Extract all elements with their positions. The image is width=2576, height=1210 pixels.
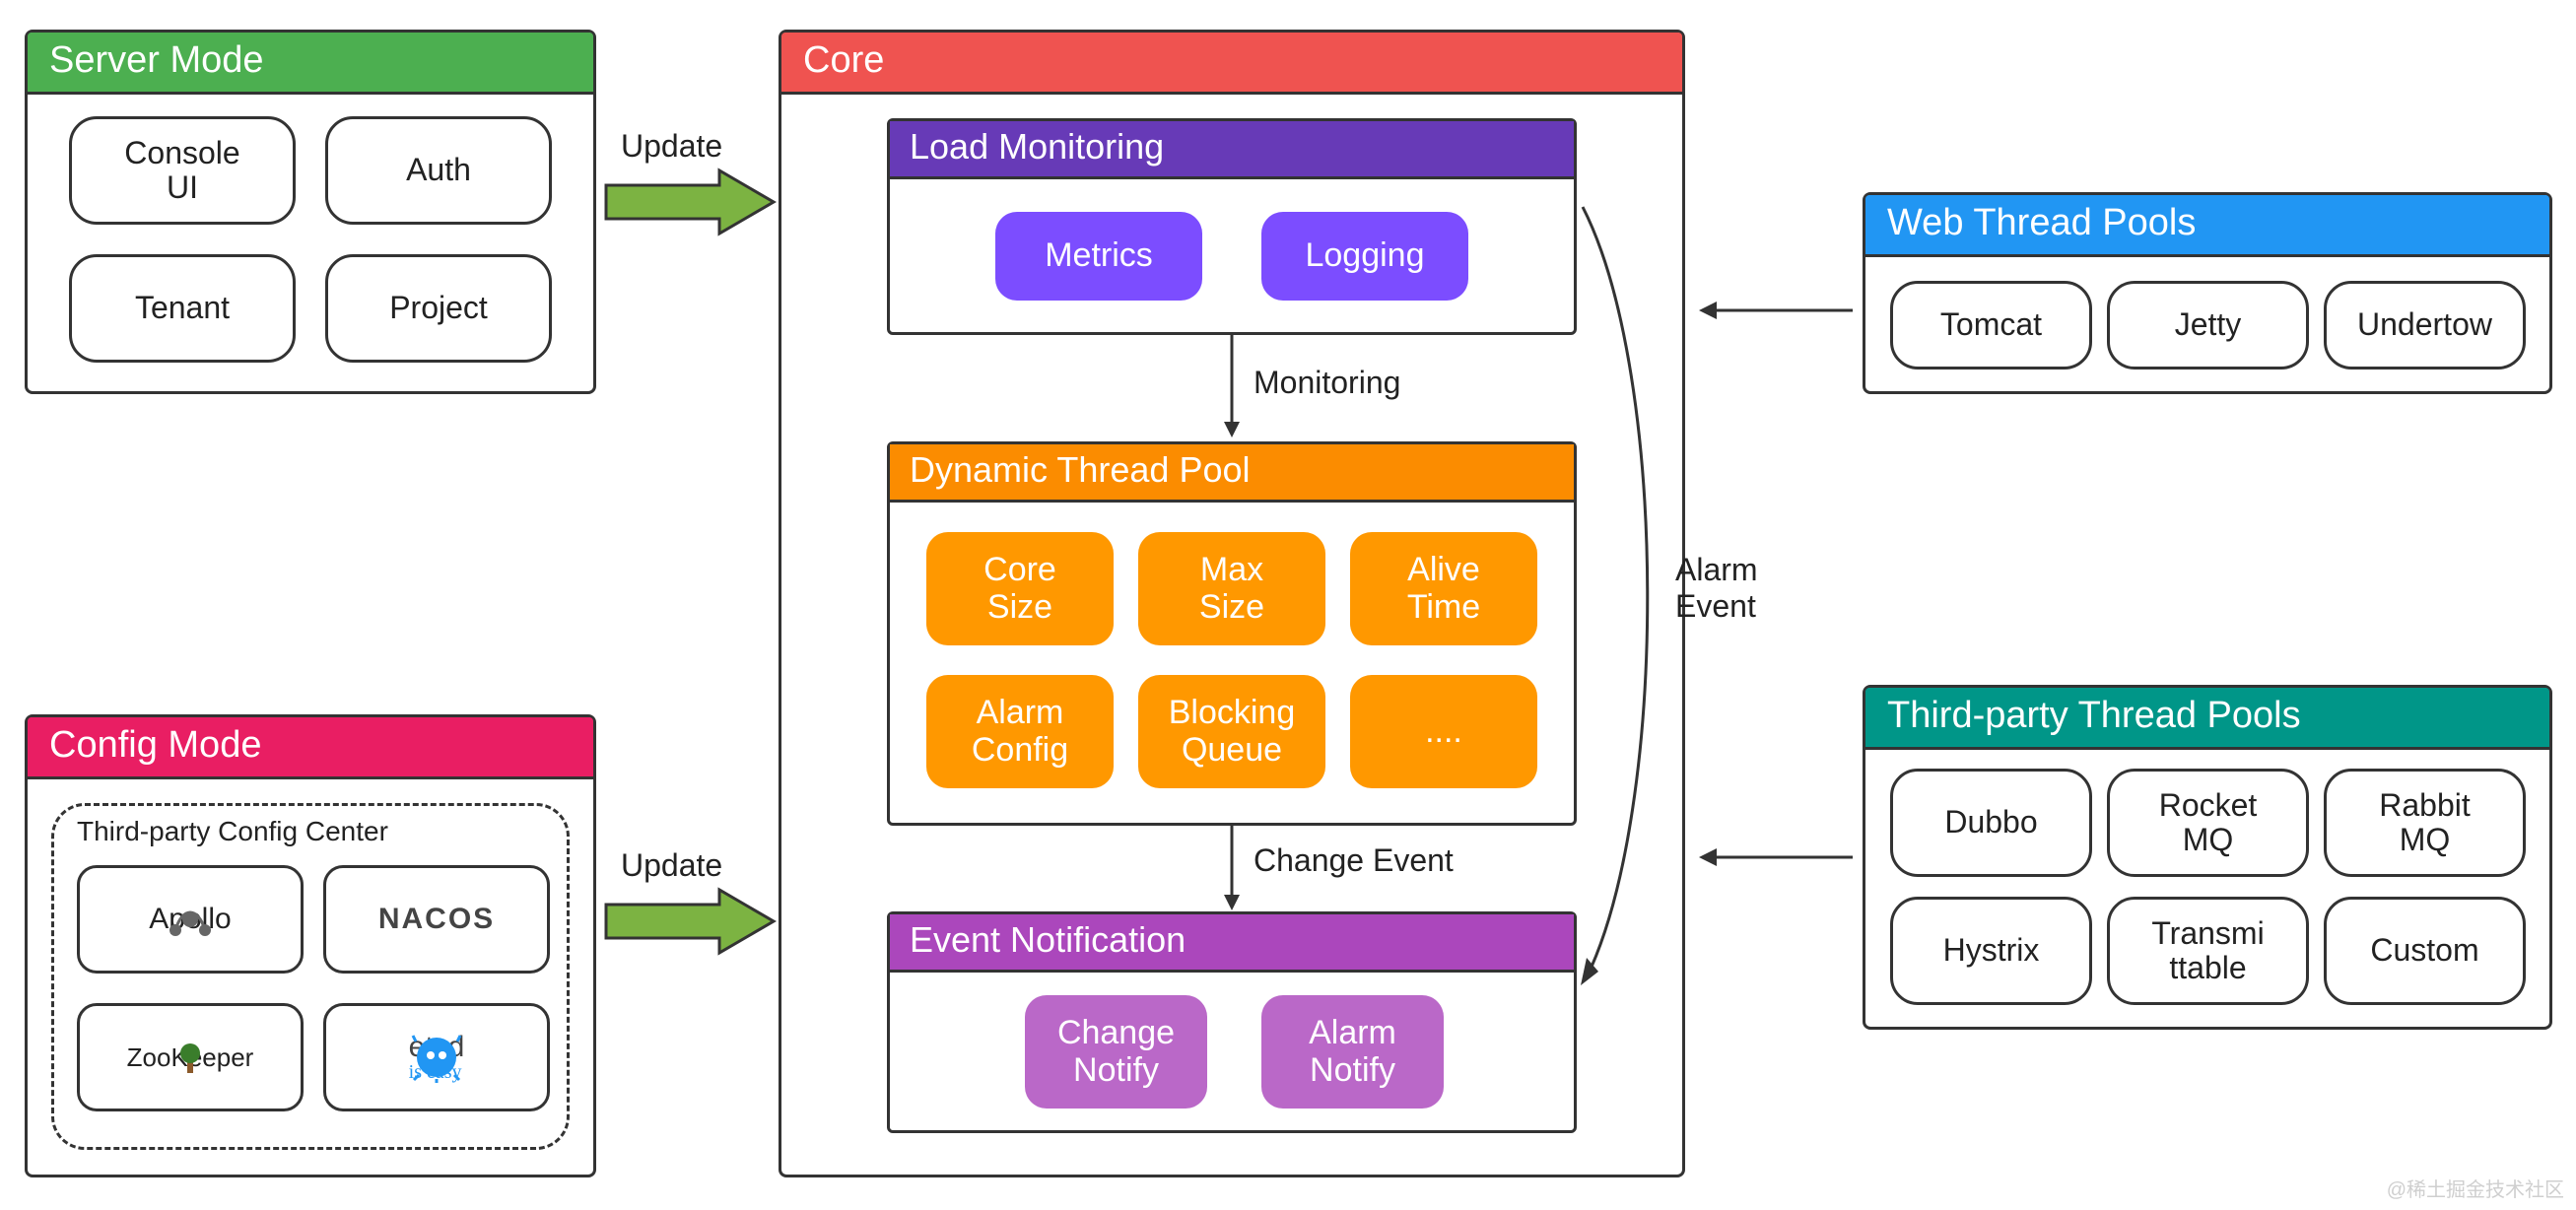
etcd-icon: [411, 1032, 462, 1083]
dynamic-thread-pool-title: Dynamic Thread Pool: [890, 444, 1574, 503]
config-mode-title: Config Mode: [28, 717, 593, 779]
dtp-chip-alarm-config: Alarm Config: [926, 675, 1114, 788]
logo-etcd: etcd is easy: [323, 1003, 550, 1111]
alarm-event-label: Alarm Event: [1675, 552, 1758, 625]
load-monitoring-title: Load Monitoring: [890, 121, 1574, 179]
wtp-arrow: [1695, 296, 1858, 325]
tptp-item-hystrix: Hystrix: [1890, 897, 2092, 1005]
change-event-label: Change Event: [1254, 842, 1454, 879]
web-thread-pools-title: Web Thread Pools: [1865, 195, 2549, 257]
wtp-item-undertow: Undertow: [2324, 281, 2526, 370]
dtp-chip-alive-time: Alive Time: [1350, 532, 1537, 645]
monitoring-arrow: [1222, 335, 1242, 443]
tptp-item-custom: Custom: [2324, 897, 2526, 1005]
dtp-chip-more: ....: [1350, 675, 1537, 788]
tptp-item-transmittable: Transmi ttable: [2107, 897, 2309, 1005]
server-mode-item-project: Project: [325, 254, 552, 363]
tptp-item-rocketmq: Rocket MQ: [2107, 769, 2309, 877]
logo-nacos-label: NACOS: [378, 903, 495, 936]
monitoring-label: Monitoring: [1254, 365, 1400, 401]
update-label-2: Update: [621, 847, 722, 884]
en-chip-alarm-notify: Alarm Notify: [1261, 995, 1444, 1109]
tptp-item-rabbitmq: Rabbit MQ: [2324, 769, 2526, 877]
dtp-chip-blocking-queue: Blocking Queue: [1138, 675, 1325, 788]
server-mode-item-console-ui: Console UI: [69, 116, 296, 225]
server-mode-item-auth: Auth: [325, 116, 552, 225]
change-event-arrow: [1222, 826, 1242, 914]
load-monitoring-chip-logging: Logging: [1261, 212, 1468, 301]
dtp-chip-max-size: Max Size: [1138, 532, 1325, 645]
wtp-item-tomcat: Tomcat: [1890, 281, 2092, 370]
logo-zookeeper: ZooKeeper: [77, 1003, 304, 1111]
load-monitoring-box: Load Monitoring: [887, 118, 1577, 335]
tptp-arrow: [1695, 842, 1858, 872]
wtp-item-jetty: Jetty: [2107, 281, 2309, 370]
watermark: @稀土掘金技术社区: [2387, 1174, 2564, 1202]
update-label-1: Update: [621, 128, 722, 165]
load-monitoring-chip-metrics: Metrics: [995, 212, 1202, 301]
event-notification-box: Event Notification: [887, 911, 1577, 1133]
zookeeper-icon: [177, 1040, 203, 1075]
core-title: Core: [781, 33, 1682, 95]
tptp-item-dubbo: Dubbo: [1890, 769, 2092, 877]
server-mode-title: Server Mode: [28, 33, 593, 95]
apollo-icon: [168, 897, 213, 942]
event-notification-title: Event Notification: [890, 914, 1574, 973]
tptp-title: Third-party Thread Pools: [1865, 688, 2549, 750]
update-arrow-1: [601, 168, 779, 236]
logo-nacos: NACOS: [323, 865, 550, 974]
logo-apollo: Apollo: [77, 865, 304, 974]
config-center-title: Third-party Config Center: [77, 816, 388, 847]
update-arrow-2: [601, 887, 779, 956]
dtp-chip-core-size: Core Size: [926, 532, 1114, 645]
server-mode-item-tenant: Tenant: [69, 254, 296, 363]
en-chip-change-notify: Change Notify: [1025, 995, 1207, 1109]
